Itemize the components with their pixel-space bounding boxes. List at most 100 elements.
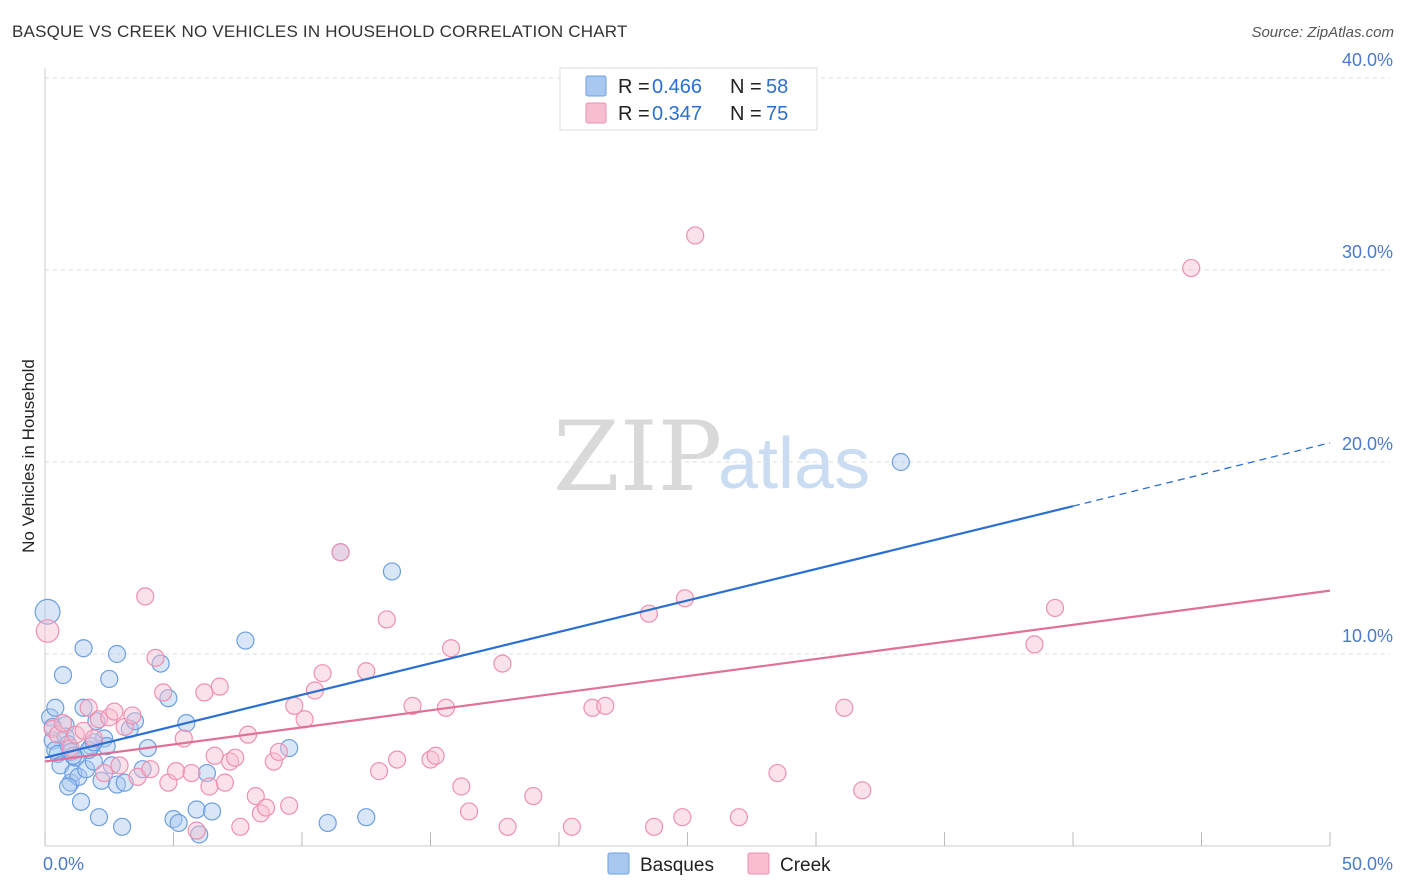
point-creek [123,706,142,725]
point-creek [524,786,543,806]
point-basques [280,738,299,758]
point-basques [74,639,93,658]
point-creek [441,639,461,658]
point-basques [74,698,93,717]
legend-r-label-creek: R = [618,103,650,125]
point-creek [853,781,872,800]
point-creek [141,760,160,779]
point-basques [53,666,73,685]
legend-swatch-basques [585,75,607,97]
chart-source: Source: ZipAtlas.com [1251,24,1394,41]
point-creek [35,619,60,643]
trend-lines [44,442,1331,763]
point-basques [202,802,222,821]
trend-line-basques [44,505,1074,759]
point-creek [251,804,270,823]
point-basques [187,800,206,819]
point-creek [493,654,512,673]
point-basques [84,752,103,771]
point-creek [269,742,288,762]
point-creek [95,763,114,783]
point-basques [197,763,217,783]
point-creek [498,817,517,836]
point-creek [452,777,471,796]
point-creek [110,756,129,775]
point-creek [835,698,854,717]
point-creek [729,808,749,827]
legend-r-value-basques: 0.466 [652,76,702,98]
legend: R = 0.466 N = 58 R = 0.347 N = 75 [559,67,818,131]
point-creek [166,762,186,781]
trend-extension-basques [1072,442,1331,507]
point-basques [59,777,78,796]
point-basques [236,631,255,650]
point-creek [195,683,214,702]
point-basques [169,813,188,833]
legend-n-value-basques: 58 [766,76,788,98]
point-creek [210,677,229,696]
point-basques [46,698,65,717]
y-tick-label: 10.0% [1342,626,1393,646]
point-creek [459,802,479,821]
point-creek [675,589,695,608]
tick-labels: 10.0% 20.0% 30.0% 40.0% 0.0% 50.0% [43,50,1393,874]
x-tick-label: 0.0% [43,854,84,874]
point-creek [146,648,165,667]
watermark-zip: ZIP [553,401,722,513]
point-creek [100,708,119,727]
legend-r-value-creek: 0.347 [652,103,702,125]
bottom-legend-label-basques: Basques [640,855,714,876]
point-creek [84,729,103,748]
point-creek [215,773,234,792]
point-creek [231,817,250,836]
point-creek [48,725,67,744]
point-creek [1045,598,1065,618]
point-basques [102,756,121,775]
point-creek [74,721,93,740]
point-creek [79,698,98,717]
point-basques [107,644,127,664]
point-creek [331,543,350,562]
point-creek [187,821,206,840]
point-creek [644,817,664,836]
point-basques [100,669,119,689]
point-basques [382,562,402,581]
y-tick-label: 20.0% [1342,434,1393,454]
bottom-legend-label-creek: Creek [780,855,831,876]
point-creek [43,719,62,738]
point-basques [151,654,170,673]
point-basques [89,808,109,827]
x-tick-label: 50.0% [1342,854,1393,874]
point-creek [182,763,201,783]
point-basques [318,813,337,833]
point-basques [34,598,61,625]
y-axis-label: No Vehicles in Household [19,359,38,553]
point-creek [205,746,224,765]
point-creek [377,610,396,629]
point-creek [768,763,787,783]
point-creek [313,664,332,683]
point-basques [112,817,132,836]
point-creek [370,762,389,781]
point-basques [891,452,910,472]
point-creek [154,683,173,702]
point-basques [357,808,376,827]
y-tick-label: 30.0% [1342,242,1393,262]
point-basques [77,760,96,779]
watermark-atlas: atlas [718,424,870,504]
point-creek [264,752,283,771]
point-creek [387,750,407,769]
point-creek [1025,635,1044,654]
point-creek [256,798,276,817]
legend-n-label-basques: N = [730,76,762,98]
point-creek [246,786,265,806]
legend-n-label-creek: N = [730,103,762,125]
data-points [34,226,1201,844]
bottom-legend: Basques Creek [607,852,831,876]
chart-title: BASQUE VS CREEK NO VEHICLES IN HOUSEHOLD… [12,22,628,41]
point-basques [159,689,178,708]
point-creek [105,702,124,721]
point-creek [562,817,581,836]
legend-n-value-creek: 75 [766,103,788,125]
